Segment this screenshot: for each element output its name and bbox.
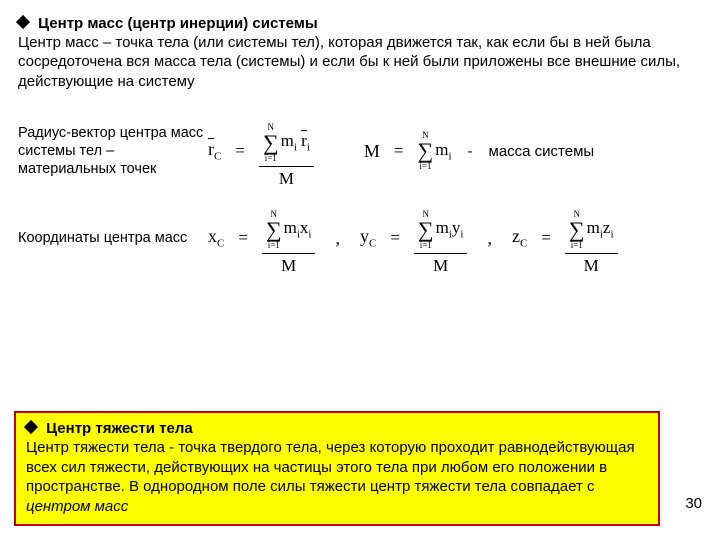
section2-heading-line: Центр тяжести тела bbox=[26, 419, 648, 439]
page-number: 30 bbox=[685, 495, 702, 512]
yc-fraction: N ∑ i=1 miyi M bbox=[414, 202, 468, 275]
dash: - bbox=[462, 143, 479, 160]
section1-title: Центр масс (центр инерции) системы bbox=[38, 15, 318, 32]
slide: Центр масс (центр инерции) системы Центр… bbox=[0, 0, 720, 540]
diamond-bullet-icon bbox=[16, 15, 30, 29]
diamond-bullet-icon bbox=[24, 419, 38, 433]
rc-lhs: rC bbox=[208, 139, 221, 163]
section1-body: Центр масс – точка тела (или системы тел… bbox=[18, 33, 702, 91]
math-rc-and-mass: rC = N ∑ i=1 mi ri bbox=[208, 115, 702, 188]
caption-rc: Радиус-вектор центра масс системы тел – … bbox=[18, 124, 208, 178]
section1-heading-line: Центр масс (центр инерции) системы bbox=[18, 14, 702, 33]
zc-lhs: zC bbox=[512, 226, 527, 250]
zc-fraction: N ∑ i=1 mizi M bbox=[565, 202, 618, 275]
row-coords: Координаты центра масс xC = N ∑ i=1 mixi… bbox=[18, 202, 702, 275]
formulas-area: Радиус-вектор центра масс системы тел – … bbox=[18, 115, 702, 275]
row-rc-and-mass: Радиус-вектор центра масс системы тел – … bbox=[18, 115, 702, 188]
mass-label: масса системы bbox=[489, 143, 595, 160]
section2-body: Центр тяжести тела - точка твердого тела… bbox=[26, 439, 635, 515]
xc-fraction: N ∑ i=1 mixi M bbox=[262, 202, 316, 275]
section-center-of-mass: Центр масс (центр инерции) системы Центр… bbox=[18, 14, 702, 91]
section2-title: Центр тяжести тела bbox=[46, 420, 193, 437]
mass-sum: N ∑ i=1 mi bbox=[418, 131, 452, 171]
math-coords: xC = N ∑ i=1 mixi M , yC = bbox=[208, 202, 702, 275]
mass-lhs: M bbox=[364, 141, 380, 162]
xc-lhs: xC bbox=[208, 226, 224, 250]
section-center-of-gravity: Центр тяжести тела Центр тяжести тела - … bbox=[14, 411, 660, 527]
yc-lhs: yC bbox=[360, 226, 376, 250]
equals-sign: = bbox=[231, 141, 249, 161]
rc-fraction: N ∑ i=1 mi ri M bbox=[259, 115, 314, 188]
sigma-icon: ∑ bbox=[418, 140, 434, 162]
caption-coords: Координаты центра масс bbox=[18, 229, 208, 247]
sigma-icon: ∑ bbox=[263, 132, 279, 154]
